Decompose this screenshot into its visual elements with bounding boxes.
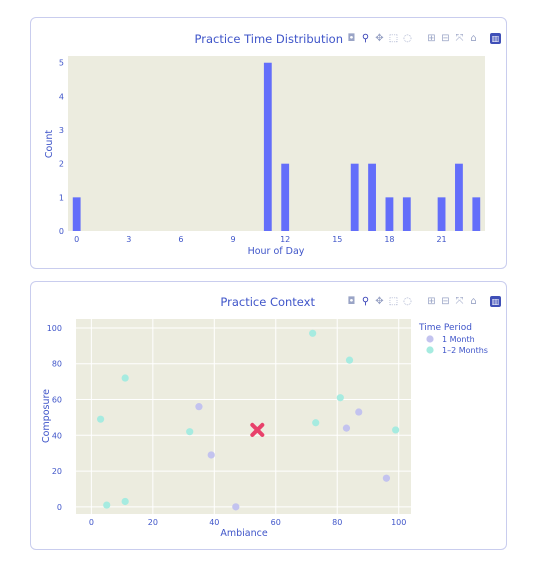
- modebar: ◘ ⚲ ✥ ⬚ ◌ ⊞ ⊟ ⤧ ⌂ ▥: [346, 33, 501, 44]
- home-icon[interactable]: ⌂: [470, 33, 477, 44]
- plotly-logo-icon[interactable]: ▥: [490, 296, 501, 307]
- x-tick-label: 60: [271, 518, 281, 527]
- x-tick-label: 100: [391, 518, 406, 527]
- x-tick-label: 15: [332, 235, 342, 244]
- scatter-point[interactable]: [96, 415, 105, 423]
- bar[interactable]: [455, 163, 463, 231]
- y-tick-label: 100: [47, 324, 62, 333]
- x-tick-label: 9: [231, 235, 236, 244]
- lasso-icon[interactable]: ◌: [403, 33, 412, 44]
- x-axis-label: Ambiance: [220, 528, 267, 539]
- x-tick-label: 21: [436, 235, 446, 244]
- scatter-point[interactable]: [309, 329, 317, 337]
- scatter-point[interactable]: [392, 426, 400, 434]
- scatter-point[interactable]: [336, 394, 344, 402]
- scatter-point[interactable]: [232, 503, 240, 511]
- zoom-out-icon[interactable]: ⊟: [441, 296, 450, 307]
- y-tick-label: 2: [59, 160, 64, 169]
- x-tick-label: 40: [209, 518, 219, 527]
- legend-title: Time Period: [418, 323, 472, 333]
- y-tick-label: 60: [52, 396, 62, 405]
- modebar: ◘ ⚲ ✥ ⬚ ◌ ⊞ ⊟ ⤧ ⌂ ▥: [346, 296, 501, 307]
- x-tick-label: 3: [126, 235, 131, 244]
- plotly-logo-icon[interactable]: ▥: [490, 33, 501, 44]
- chart-title: Practice Time Distribution: [195, 32, 343, 46]
- x-tick-label: 20: [148, 518, 158, 527]
- y-tick-label: 4: [59, 92, 64, 101]
- y-tick-label: 40: [52, 431, 62, 440]
- y-tick-label: 1: [59, 193, 64, 202]
- highlight-marker[interactable]: [250, 422, 265, 437]
- scatter-point[interactable]: [121, 497, 129, 506]
- bar[interactable]: [385, 197, 394, 231]
- zoom-out-icon[interactable]: ⊟: [441, 33, 450, 44]
- box-select-icon[interactable]: ⬚: [388, 33, 399, 44]
- y-tick-label: 5: [59, 59, 64, 68]
- scatter-point[interactable]: [355, 408, 363, 416]
- camera-icon[interactable]: ◘: [347, 33, 356, 44]
- chart-title: Practice Context: [220, 295, 315, 309]
- y-tick-label: 80: [52, 360, 62, 369]
- scatter-point[interactable]: [312, 419, 320, 427]
- bar[interactable]: [472, 197, 481, 231]
- lasso-icon[interactable]: ◌: [403, 296, 412, 307]
- y-tick-label: 0: [59, 227, 64, 236]
- scatter-point[interactable]: [342, 424, 351, 432]
- bar[interactable]: [281, 163, 290, 231]
- bar[interactable]: [437, 197, 446, 231]
- pan-icon[interactable]: ✥: [375, 33, 384, 44]
- autoscale-icon[interactable]: ⤧: [455, 296, 464, 307]
- zoom-icon[interactable]: ⚲: [361, 33, 370, 44]
- bar[interactable]: [72, 197, 81, 231]
- scatter-point[interactable]: [382, 474, 391, 482]
- box-select-icon[interactable]: ⬚: [388, 296, 399, 307]
- y-axis-label: Composure: [41, 389, 52, 443]
- legend-marker-1-month: [426, 335, 434, 343]
- legend-marker-1-2-months: [426, 346, 434, 354]
- plot-area: [76, 319, 411, 514]
- bar[interactable]: [402, 197, 411, 231]
- camera-icon[interactable]: ◘: [347, 296, 356, 307]
- y-tick-label: 0: [57, 503, 62, 512]
- scatter-point[interactable]: [207, 451, 215, 459]
- bar[interactable]: [263, 62, 272, 231]
- y-tick-label: 3: [59, 126, 64, 135]
- scatter-point[interactable]: [195, 403, 203, 411]
- autoscale-icon[interactable]: ⤧: [455, 33, 464, 44]
- zoom-in-icon[interactable]: ⊞: [427, 33, 436, 44]
- scatter-point[interactable]: [345, 356, 354, 364]
- y-axis-label: Count: [44, 130, 55, 158]
- x-tick-label: 18: [384, 235, 394, 244]
- scatter-point[interactable]: [121, 374, 129, 382]
- zoom-in-icon[interactable]: ⊞: [427, 296, 436, 307]
- x-tick-label: 80: [332, 518, 342, 527]
- scatter-point[interactable]: [186, 428, 194, 436]
- x-axis-label: Hour of Day: [248, 246, 305, 257]
- x-tick-label: 0: [89, 518, 94, 527]
- practice-context-chart[interactable]: Practice Context 0 20 40 60 80 100 0 20 40 60 80 1…: [31, 282, 508, 551]
- practice-context-card: Practice Context 0 20 40 60 80 100 0 20 40 60 80 1…: [30, 281, 507, 550]
- pan-icon[interactable]: ✥: [375, 296, 384, 307]
- plot-area: [68, 56, 485, 231]
- time-distribution-chart[interactable]: Practice Time Distribution 0 3 6 9 12 15 18 21 …: [31, 18, 508, 270]
- legend-item-1-2-months[interactable]: 1–2 Months: [442, 346, 488, 355]
- time-distribution-card: Practice Time Distribution 0 3 6 9 12 15 18 21 …: [30, 17, 507, 269]
- scatter-point[interactable]: [103, 501, 111, 509]
- x-tick-label: 12: [280, 235, 290, 244]
- home-icon[interactable]: ⌂: [470, 296, 477, 307]
- legend[interactable]: Time Period 1 Month 1–2 Months: [418, 323, 488, 355]
- legend-item-1-month[interactable]: 1 Month: [442, 335, 475, 344]
- bar[interactable]: [368, 163, 376, 231]
- x-tick-label: 6: [178, 235, 183, 244]
- y-tick-label: 20: [52, 467, 62, 476]
- zoom-icon[interactable]: ⚲: [361, 296, 370, 307]
- bar[interactable]: [350, 163, 359, 231]
- x-tick-label: 0: [74, 235, 79, 244]
